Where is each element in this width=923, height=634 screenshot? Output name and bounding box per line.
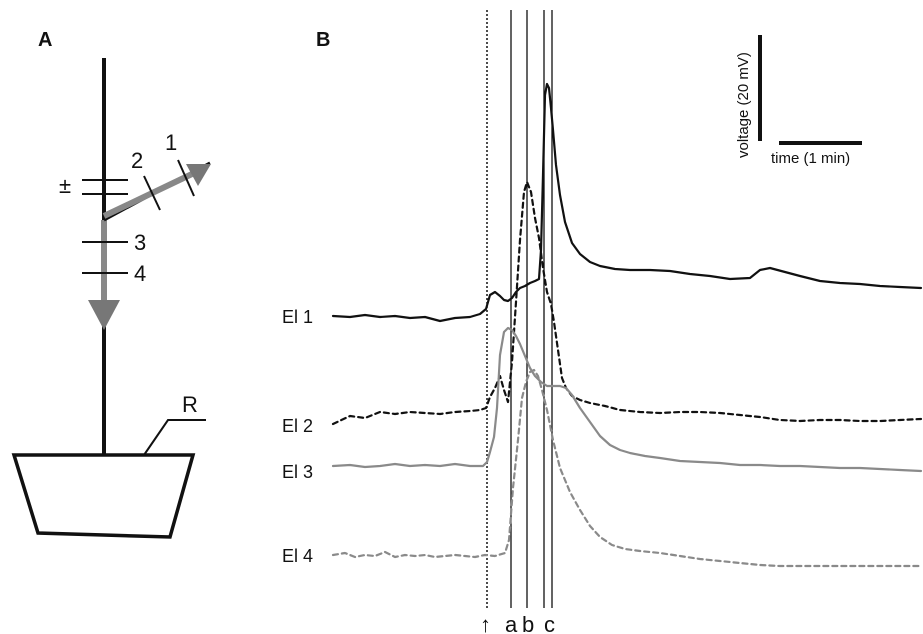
electrode-2-tick bbox=[143, 175, 161, 211]
trace-el3 bbox=[331, 326, 923, 473]
stimulus-sign: ± bbox=[59, 173, 71, 198]
scale-bar: voltage (20 mV) time (1 min) bbox=[735, 35, 862, 167]
reference-electrode-wire bbox=[143, 419, 206, 456]
trace-label-el4: El 4 bbox=[282, 546, 313, 566]
trace-el1 bbox=[331, 82, 923, 323]
traces bbox=[331, 82, 923, 568]
electrode-label-2: 2 bbox=[131, 148, 143, 173]
marker-label-b: b bbox=[522, 612, 534, 634]
time-scale-label: time (1 min) bbox=[771, 150, 850, 167]
reference-label: R bbox=[182, 392, 198, 417]
marker-label-c: c bbox=[544, 612, 555, 634]
electrode-label-1: 1 bbox=[165, 130, 177, 155]
voltage-scale-label: voltage (20 mV) bbox=[735, 52, 752, 158]
stimulus-arrow: ↑ bbox=[480, 612, 491, 634]
electrode-label-4: 4 bbox=[134, 261, 146, 286]
trace-el4 bbox=[331, 368, 923, 568]
panel-a-letter: A bbox=[38, 29, 52, 51]
trace-label-el3: El 3 bbox=[282, 462, 313, 482]
electrode-1-tick bbox=[177, 159, 195, 197]
branch-arrowhead bbox=[186, 164, 211, 186]
plant-pot bbox=[11, 453, 196, 539]
signal-path-branch bbox=[102, 171, 194, 219]
panel-b-letter: B bbox=[316, 29, 330, 51]
marker-label-a: a bbox=[505, 612, 518, 634]
plant-diagram: ± 2 1 3 4 R bbox=[11, 58, 211, 539]
down-arrowhead bbox=[88, 300, 120, 330]
trace-el2 bbox=[331, 180, 923, 426]
electrode-label-3: 3 bbox=[134, 230, 146, 255]
trace-label-el1: El 1 bbox=[282, 307, 313, 327]
trace-label-el2: El 2 bbox=[282, 416, 313, 436]
